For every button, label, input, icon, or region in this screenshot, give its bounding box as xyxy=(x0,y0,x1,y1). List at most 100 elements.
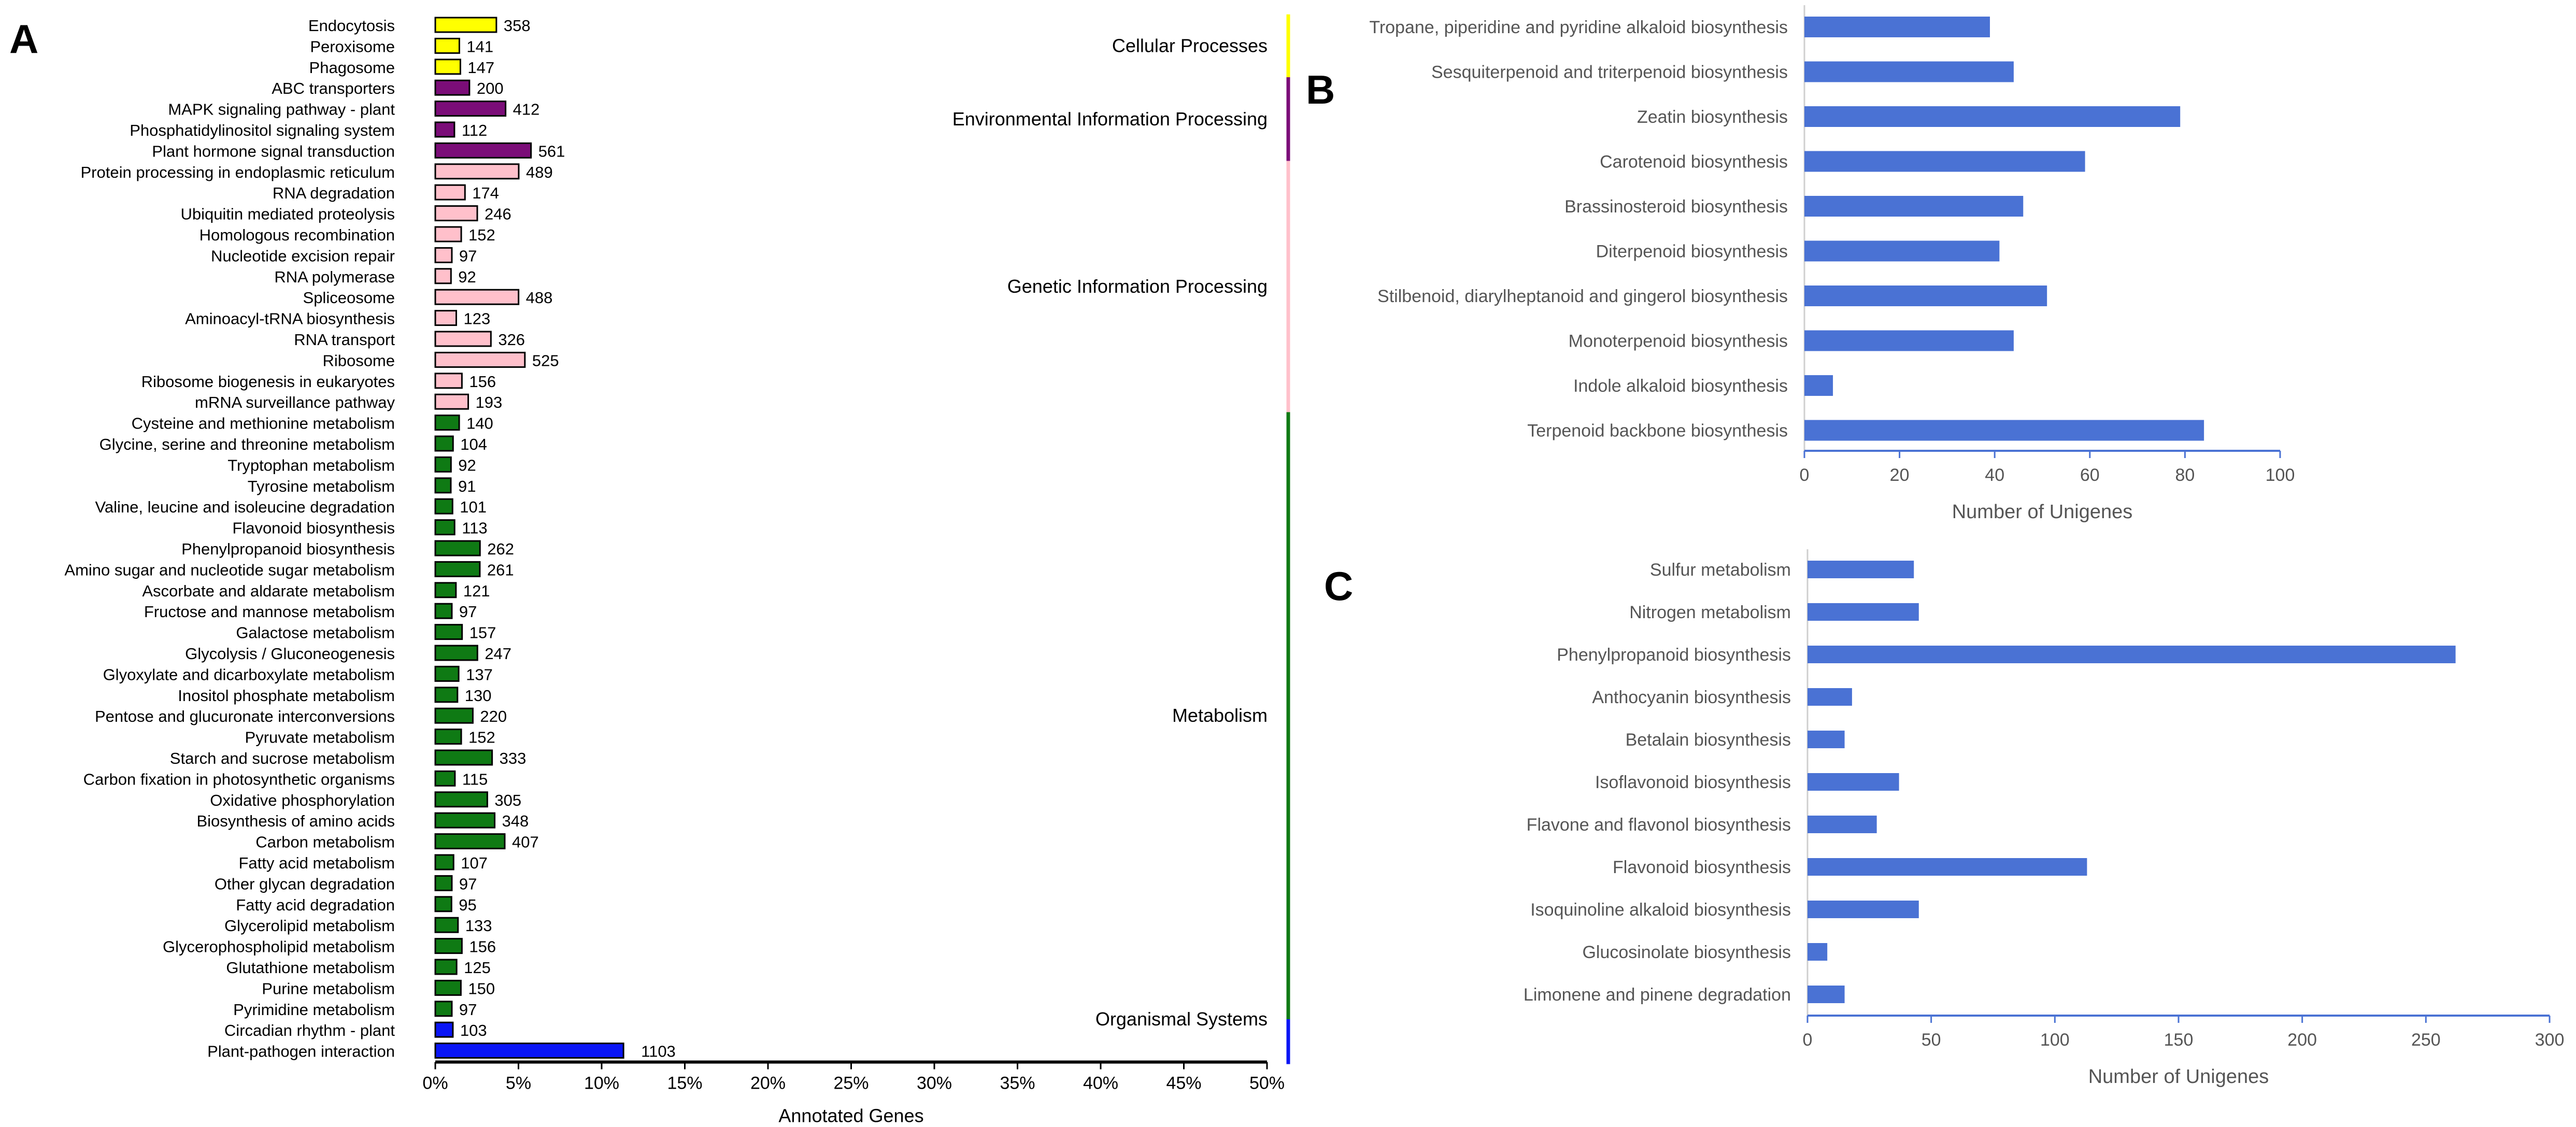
a-category-label: Fructose and mannose metabolism xyxy=(144,603,395,621)
a-bar xyxy=(434,770,456,787)
a-category-label: Pyruvate metabolism xyxy=(245,729,395,747)
a-bar xyxy=(434,624,463,640)
a-value-label: 133 xyxy=(465,917,492,935)
a-value-label: 130 xyxy=(465,687,492,705)
a-x-tick-label: 45% xyxy=(1166,1074,1201,1093)
c-bar xyxy=(1808,858,2087,876)
panel-label-a: A xyxy=(9,16,38,62)
a-category-label: Biosynthesis of amino acids xyxy=(196,812,395,830)
b-category-label: Brassinosteroid biosynthesis xyxy=(1564,197,1788,217)
a-category-label: Cysteine and methionine metabolism xyxy=(132,415,395,433)
c-x-tick-label: 300 xyxy=(2535,1030,2565,1050)
b-category-label: Sesquiterpenoid and triterpenoid biosynt… xyxy=(1431,63,1788,82)
a-x-tick-label: 5% xyxy=(506,1074,531,1093)
b-x-tick-label: 60 xyxy=(2080,465,2100,485)
c-bar xyxy=(1808,816,1877,833)
c-x-tick-label: 150 xyxy=(2164,1030,2194,1050)
a-value-label: 326 xyxy=(498,331,525,349)
c-category-label: Isoflavonoid biosynthesis xyxy=(1595,773,1791,792)
panel-a-chart: Endocytosis 358 Peroxisome 141 Phagosome 147 A… xyxy=(64,14,1290,1126)
a-value-label: 247 xyxy=(485,645,511,663)
a-value-label: 97 xyxy=(459,1001,477,1019)
a-bar xyxy=(434,875,453,891)
a-category-label: Ascorbate and aldarate metabolism xyxy=(142,582,395,600)
a-category-label: Fatty acid degradation xyxy=(236,896,395,914)
a-value-label: 104 xyxy=(460,435,487,453)
a-category-label: RNA degradation xyxy=(273,184,395,202)
a-category-label: Aminoacyl-tRNA biosynthesis xyxy=(185,310,395,328)
a-group-label: Genetic Information Processing xyxy=(1007,276,1268,297)
a-category-label: Oxidative phosphorylation xyxy=(210,791,395,809)
a-value-label: 156 xyxy=(469,938,496,956)
a-bar xyxy=(434,393,469,410)
a-value-label: 488 xyxy=(526,289,553,307)
a-group-label: Metabolism xyxy=(1172,705,1268,726)
a-category-label: Circadian rhythm - plant xyxy=(224,1021,395,1039)
c-x-tick-label: 200 xyxy=(2287,1030,2317,1050)
a-bar xyxy=(434,37,460,54)
a-category-label: Endocytosis xyxy=(308,17,395,35)
a-bar xyxy=(434,415,460,431)
a-x-tick-label: 50% xyxy=(1249,1074,1285,1093)
b-x-tick-label: 20 xyxy=(1890,465,1910,485)
a-value-label: 348 xyxy=(502,812,529,830)
a-category-label: Galactose metabolism xyxy=(236,624,395,642)
a-bar xyxy=(434,121,456,138)
c-category-label: Betalain biosynthesis xyxy=(1626,730,1791,750)
a-value-label: 107 xyxy=(461,854,488,872)
c-category-label: Limonene and pinene degradation xyxy=(1524,985,1791,1005)
c-category-label: Isoquinoline alkaloid biosynthesis xyxy=(1530,900,1791,920)
c-x-axis-title: Number of Unigenes xyxy=(2088,1066,2269,1088)
a-category-label: Fatty acid metabolism xyxy=(239,854,395,872)
a-value-label: 97 xyxy=(459,247,477,265)
a-bar xyxy=(434,896,452,912)
a-bar xyxy=(434,519,456,536)
a-bar xyxy=(434,163,520,180)
a-category-label: Tryptophan metabolism xyxy=(227,456,395,474)
a-value-label: 246 xyxy=(485,205,511,223)
b-category-label: Diterpenoid biosynthesis xyxy=(1596,242,1788,262)
c-bar xyxy=(1808,646,2456,663)
a-bar xyxy=(434,331,492,347)
c-bar xyxy=(1808,986,1845,1003)
a-bar xyxy=(434,687,459,703)
a-category-label: Plant-pathogen interaction xyxy=(207,1043,395,1061)
a-value-label: 112 xyxy=(462,121,487,139)
a-bar xyxy=(434,142,532,159)
c-category-label: Sulfur metabolism xyxy=(1650,560,1791,580)
b-x-tick-label: 0 xyxy=(1800,465,1810,485)
a-bar xyxy=(434,812,496,829)
a-bar xyxy=(434,226,462,242)
b-bar xyxy=(1804,151,2085,172)
a-bar xyxy=(434,435,454,452)
a-bar xyxy=(434,854,454,871)
a-bar xyxy=(434,310,457,326)
a-bar xyxy=(434,205,478,222)
a-category-label: Inositol phosphate metabolism xyxy=(178,687,395,705)
a-category-label: Starch and sucrose metabolism xyxy=(170,749,395,767)
a-category-label: Glutathione metabolism xyxy=(226,959,395,977)
c-bar xyxy=(1808,773,1899,791)
a-value-label: 407 xyxy=(512,833,539,851)
a-value-label: 200 xyxy=(477,79,504,97)
a-x-tick-label: 10% xyxy=(584,1074,619,1093)
c-category-label: Nitrogen metabolism xyxy=(1629,603,1791,622)
a-value-label: 333 xyxy=(500,749,526,767)
a-value-label: 152 xyxy=(468,226,495,244)
a-value-label: 115 xyxy=(462,770,488,788)
b-category-label: Tropane, piperidine and pyridine alkaloi… xyxy=(1369,18,1788,37)
a-category-label: Carbon metabolism xyxy=(255,833,395,851)
a-bar xyxy=(434,540,481,557)
a-value-label: 121 xyxy=(463,582,490,600)
a-category-label: Peroxisome xyxy=(310,37,395,55)
a-bar xyxy=(434,1001,453,1017)
a-bar xyxy=(434,268,452,284)
a-bar xyxy=(434,833,506,850)
a-category-label: Other glycan degradation xyxy=(215,875,395,893)
a-value-label: 489 xyxy=(526,163,553,181)
a-x-tick-label: 35% xyxy=(1000,1074,1035,1093)
a-bar xyxy=(434,498,453,515)
b-category-label: Carotenoid biosynthesis xyxy=(1600,152,1788,172)
panel-label-c: C xyxy=(1324,563,1353,609)
